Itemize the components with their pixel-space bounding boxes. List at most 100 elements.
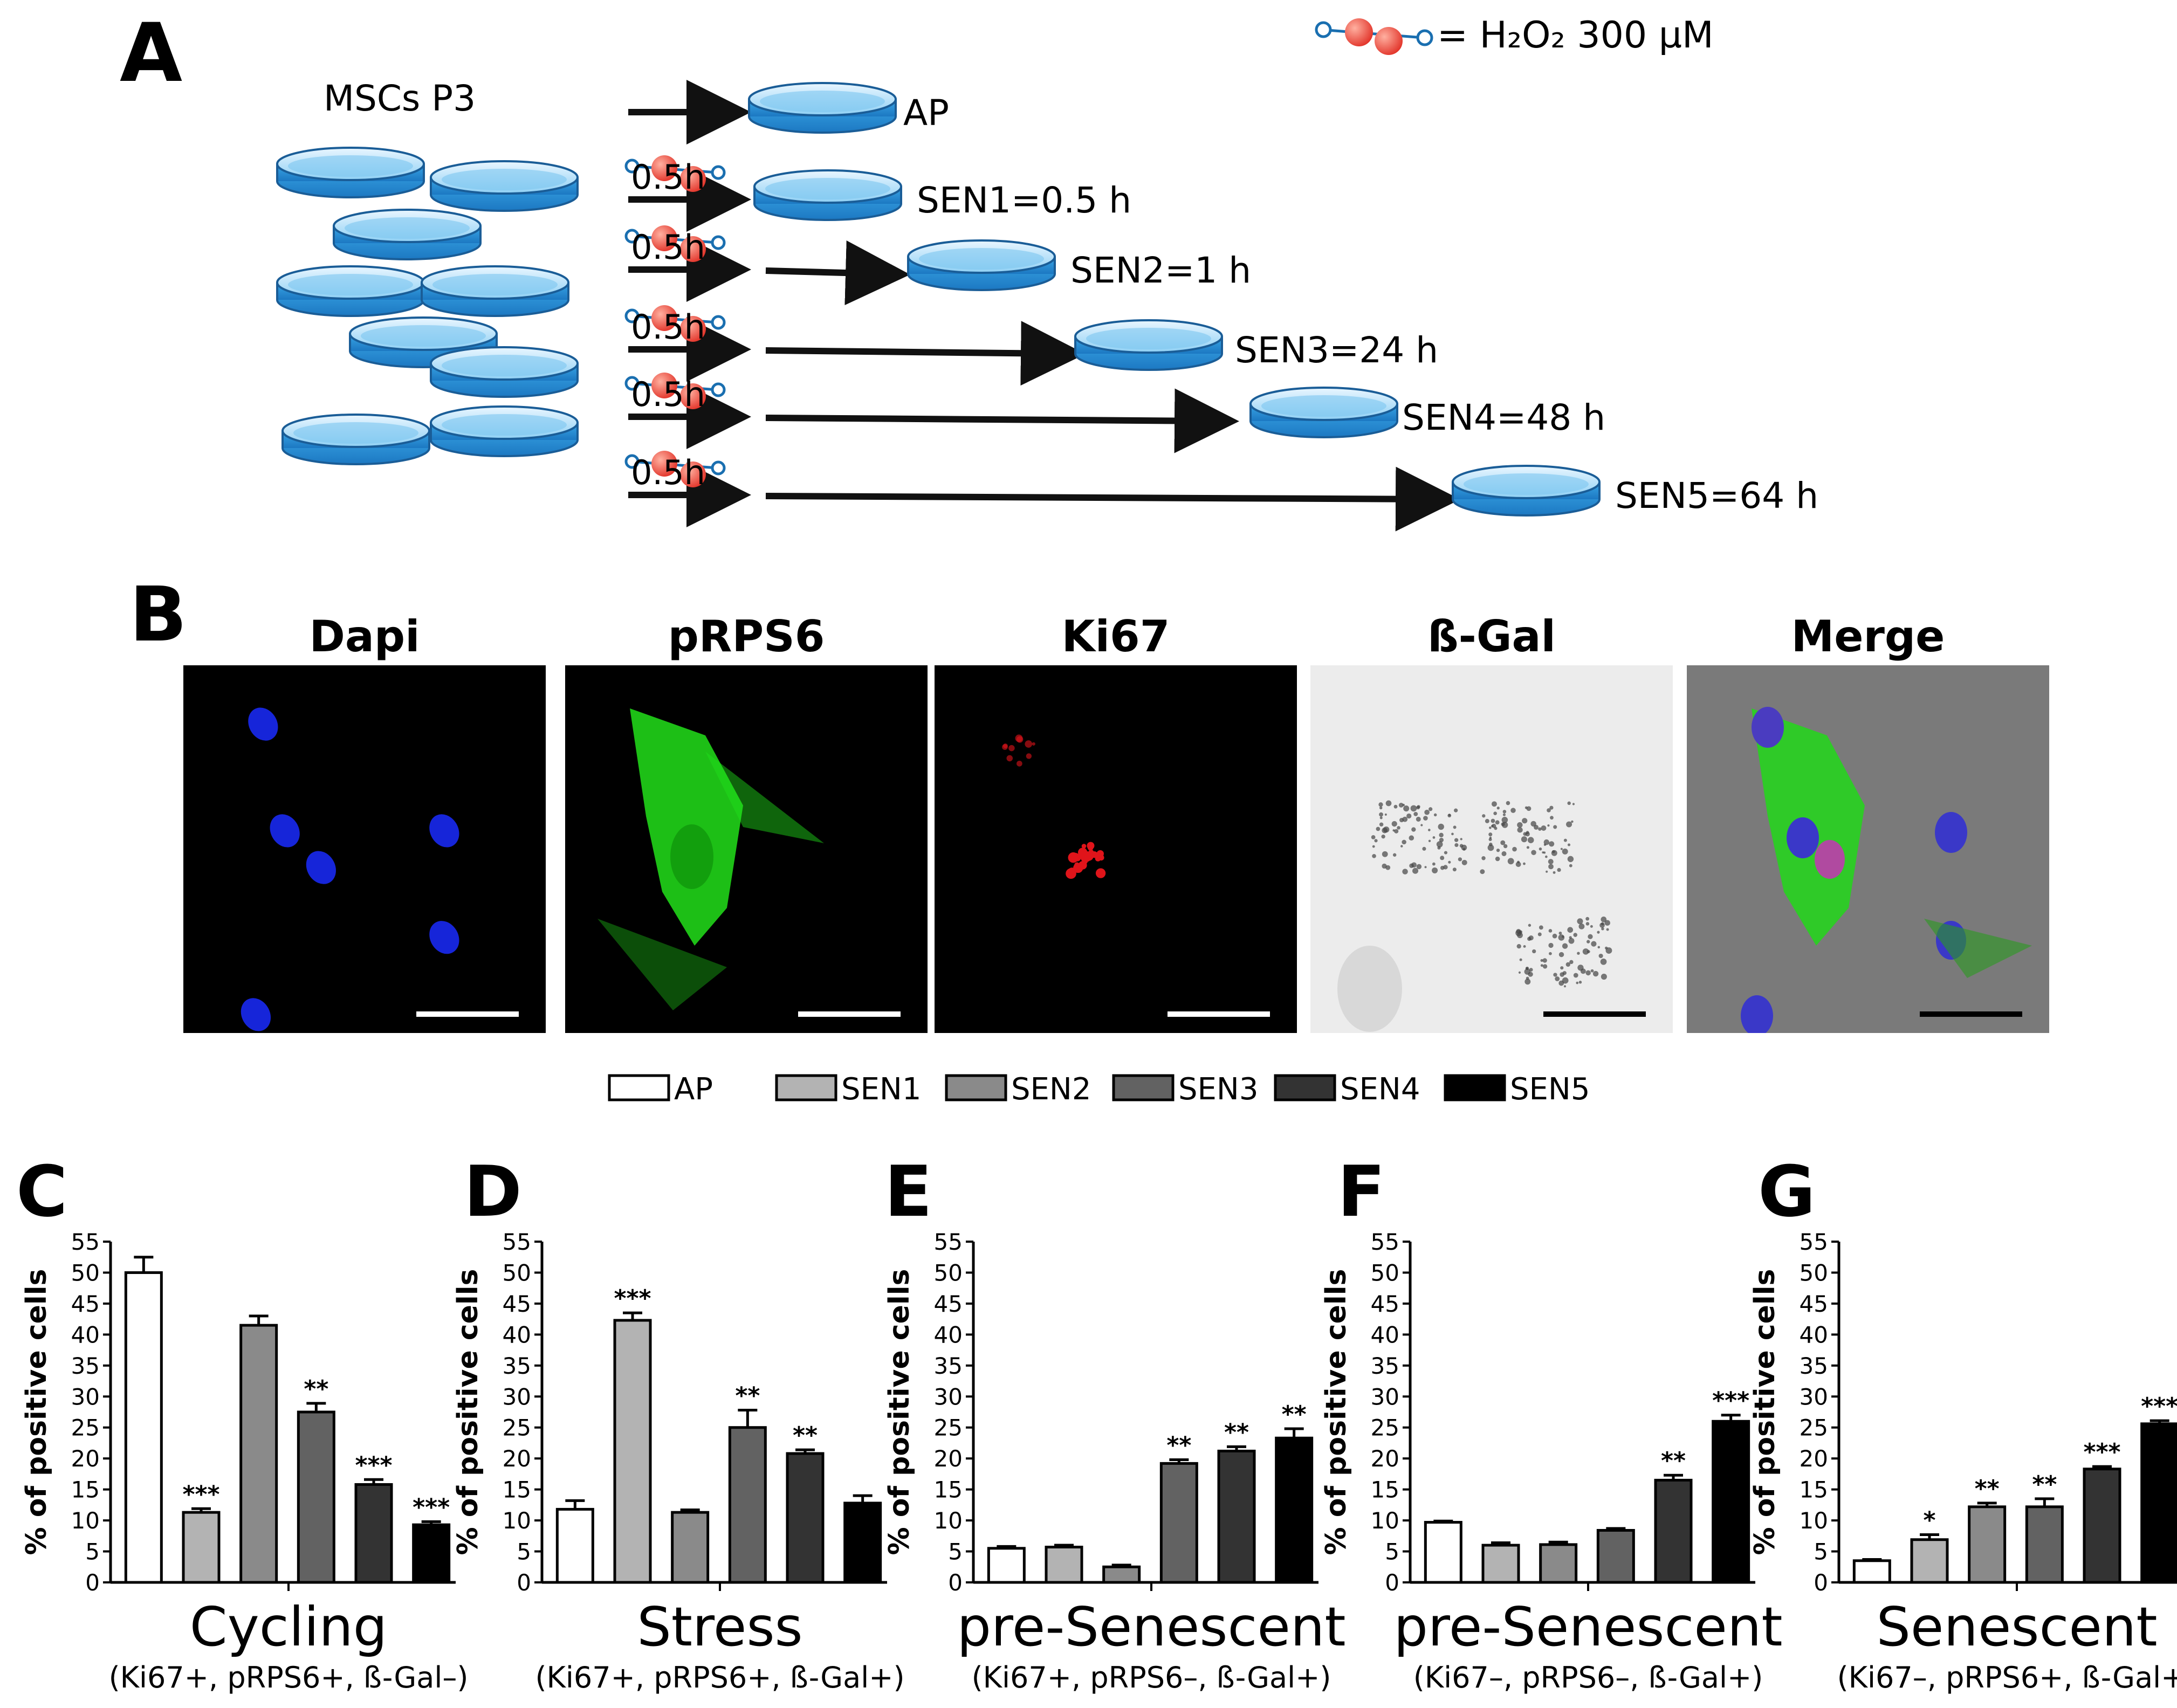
h2o2-molecule-icon xyxy=(624,451,726,487)
bar xyxy=(1968,1505,2007,1584)
y-tick-label: 15 xyxy=(934,1477,963,1503)
y-tick-label: 30 xyxy=(1800,1383,1828,1410)
y-tick-label: 20 xyxy=(503,1445,531,1472)
y-axis-label: % of positive cells xyxy=(452,1269,484,1555)
y-tick-label: 5 xyxy=(1385,1539,1399,1565)
micrograph-title: pRPS6 xyxy=(668,611,825,662)
time-arrow xyxy=(765,388,1239,453)
chart-f: F 0 5 10 15 20 25 30 35 40 45 50 55 % of positive cel… xyxy=(1320,1151,1783,1695)
significance-label: ** xyxy=(1282,1401,1307,1428)
chart-subtitle: (Ki67–, pRPS6+, ß-Gal+) xyxy=(1837,1661,2177,1695)
y-tick-label: 10 xyxy=(934,1507,963,1534)
micrograph-title: ß-Gal xyxy=(1427,611,1556,662)
legend-label: SEN3 xyxy=(1178,1072,1258,1107)
panel-letter: D xyxy=(464,1151,522,1232)
y-tick-label: 45 xyxy=(1800,1291,1828,1317)
bar xyxy=(124,1271,163,1584)
bar xyxy=(1910,1538,1949,1584)
chart-title: Senescent xyxy=(1876,1595,2157,1658)
legend-item: SEN3 xyxy=(1112,1072,1258,1107)
y-tick-label: 50 xyxy=(71,1259,100,1286)
y-tick-label: 50 xyxy=(1800,1259,1828,1286)
culture-dish-icon xyxy=(753,169,902,221)
significance-label: ** xyxy=(735,1382,760,1410)
bar xyxy=(2083,1468,2121,1584)
y-tick-label: 45 xyxy=(71,1291,100,1317)
bar xyxy=(1102,1565,1141,1584)
y-tick-label: 15 xyxy=(1371,1477,1399,1503)
significance-label: ** xyxy=(1166,1431,1191,1459)
chart-title: Cycling xyxy=(190,1595,387,1658)
chart-d: D 0 5 10 15 20 25 30 35 40 45 50 55 % of positive cel… xyxy=(452,1151,905,1695)
legend-swatch xyxy=(775,1074,837,1101)
culture-dish-icon xyxy=(1249,387,1398,438)
y-tick-label: 55 xyxy=(934,1229,963,1255)
y-tick-label: 5 xyxy=(85,1539,100,1565)
significance-label: *** xyxy=(413,1493,450,1521)
y-tick-label: 40 xyxy=(1371,1321,1399,1348)
legend-swatch xyxy=(1112,1074,1175,1101)
legend-label: SEN4 xyxy=(1340,1072,1420,1107)
chart-title: pre-Senescent xyxy=(957,1595,1345,1658)
significance-label: *** xyxy=(355,1451,392,1479)
y-tick-label: 20 xyxy=(1800,1445,1828,1472)
h2o2-molecule-icon xyxy=(624,225,726,262)
pretreatment-label: 0.5h xyxy=(631,157,705,197)
y-tick-label: 10 xyxy=(71,1507,100,1534)
condition-label: SEN2=1 h xyxy=(1070,250,1251,291)
micrograph-title: Dapi xyxy=(309,611,420,662)
legend-swatch xyxy=(945,1074,1007,1101)
y-tick-label: 40 xyxy=(1800,1321,1828,1348)
y-axis-label: % of positive cells xyxy=(883,1269,916,1555)
y-tick-label: 5 xyxy=(948,1539,963,1565)
significance-label: ** xyxy=(2032,1471,2057,1498)
h2o2-molecule-icon xyxy=(624,155,726,192)
condition-label: SEN4=48 h xyxy=(1402,397,1605,438)
scale-bar xyxy=(1920,1011,2022,1017)
y-tick-label: 0 xyxy=(85,1569,100,1596)
y-axis-label: % of positive cells xyxy=(1320,1269,1352,1555)
y-tick-label: 35 xyxy=(503,1353,531,1379)
bar xyxy=(297,1410,335,1584)
bar xyxy=(843,1502,882,1584)
legend-label: SEN5 xyxy=(1510,1072,1590,1107)
bar xyxy=(671,1511,710,1584)
legend-item: SEN2 xyxy=(945,1072,1091,1107)
y-tick-label: 55 xyxy=(503,1229,531,1255)
significance-label: *** xyxy=(614,1285,651,1312)
legend-label: AP xyxy=(674,1072,713,1107)
chart-subtitle: (Ki67+, pRPS6+, ß-Gal+) xyxy=(535,1661,904,1695)
bar xyxy=(1712,1420,1750,1584)
y-tick-label: 25 xyxy=(934,1415,963,1441)
chart-e: E 0 5 10 15 20 25 30 35 40 45 50 55 % of positive cel… xyxy=(883,1151,1346,1695)
h2o2-molecule-icon xyxy=(624,373,726,409)
y-tick-label: 50 xyxy=(503,1259,531,1286)
legend-swatch xyxy=(1274,1074,1336,1101)
treatment-row: 0.5h SEN1=0.5 h xyxy=(624,155,1131,232)
micrograph-title: Merge xyxy=(1791,611,1945,662)
bar xyxy=(1654,1478,1693,1584)
y-tick-label: 20 xyxy=(1371,1445,1399,1472)
bar xyxy=(2025,1505,2064,1584)
bar xyxy=(412,1523,451,1584)
micrograph-image xyxy=(183,665,546,1033)
y-tick-label: 10 xyxy=(1371,1507,1399,1534)
significance-label: *** xyxy=(2083,1438,2120,1466)
micrograph-image xyxy=(1687,665,2049,1033)
bar xyxy=(1596,1528,1635,1584)
y-tick-label: 50 xyxy=(934,1259,963,1286)
bar-legend: AP SEN1 SEN2 SEN3 SEN4 SEN5 xyxy=(608,1072,1590,1107)
micrograph-ki67: Ki67 xyxy=(935,611,1297,1033)
significance-label: ** xyxy=(1975,1475,2000,1503)
bar xyxy=(1852,1559,1891,1584)
y-tick-label: 15 xyxy=(1800,1477,1828,1503)
chart-title: pre-Senescent xyxy=(1393,1595,1782,1658)
y-tick-label: 35 xyxy=(1371,1353,1399,1379)
y-tick-label: 25 xyxy=(71,1415,100,1441)
y-tick-label: 30 xyxy=(71,1383,100,1410)
y-tick-label: 25 xyxy=(1800,1415,1828,1441)
y-tick-label: 55 xyxy=(1371,1229,1399,1255)
y-tick-label: 10 xyxy=(503,1507,531,1534)
time-arrow xyxy=(765,240,910,306)
micrograph-image xyxy=(565,665,928,1033)
